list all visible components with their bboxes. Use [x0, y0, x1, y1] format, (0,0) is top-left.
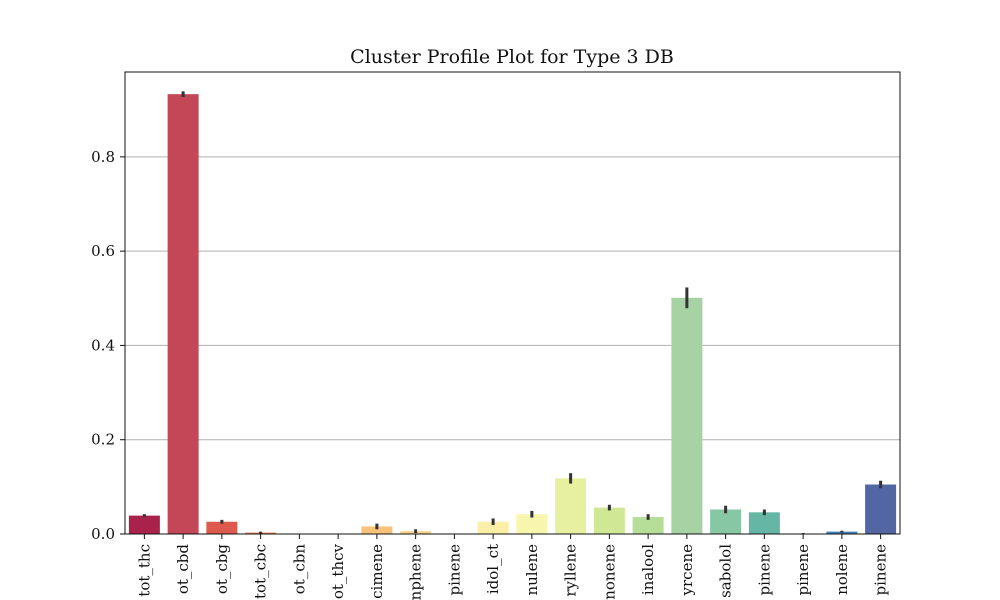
- x-tick-label: ryllene: [562, 544, 580, 597]
- x-tick-label: idol_ct: [484, 544, 502, 594]
- x-tick-label: nphene: [407, 544, 425, 600]
- y-axis-ticks: 0.0 0.2 0.4 0.6 0.8: [91, 148, 125, 543]
- x-tick-label: pinene: [794, 544, 812, 596]
- x-tick-label: tot_cbc: [252, 544, 270, 599]
- x-tick-label: pinene: [755, 544, 773, 596]
- y-tick-label: 0.0: [91, 525, 115, 543]
- x-tick-label: pinene: [445, 544, 463, 596]
- bar: [128, 515, 160, 534]
- y-tick-label: 0.8: [91, 148, 115, 166]
- x-tick-label: inalool: [639, 544, 657, 595]
- y-tick-label: 0.2: [91, 431, 115, 449]
- error-bars-group: [142, 91, 883, 534]
- bar: [710, 509, 742, 534]
- x-tick-label: ot_cbg: [213, 544, 231, 595]
- x-tick-label: yrcene: [678, 544, 696, 597]
- bar: [865, 484, 897, 534]
- x-axis-ticks: tot_thc ot_cbd ot_cbg tot_cbc ot_cbn ot_thcv c…: [135, 534, 890, 600]
- x-tick-label: cimene: [368, 544, 386, 599]
- bar: [748, 512, 780, 534]
- bar: [671, 297, 703, 534]
- x-tick-label: nonene: [600, 544, 618, 600]
- x-tick-label: ot_cbn: [290, 544, 308, 595]
- x-tick-label: sabolol: [717, 544, 735, 598]
- bar: [593, 507, 625, 534]
- bar: [516, 514, 548, 534]
- bar: [206, 521, 238, 534]
- x-tick-label: ot_cbd: [174, 544, 192, 595]
- bars-group: [128, 94, 897, 535]
- x-tick-label: ot_thcv: [329, 543, 347, 599]
- bar: [477, 521, 509, 534]
- bar: [361, 526, 393, 534]
- bar: [555, 478, 587, 534]
- x-tick-label: nolene: [833, 544, 851, 595]
- chart-title: Cluster Profile Plot for Type 3 DB: [350, 46, 674, 68]
- x-tick-label: nulene: [523, 544, 541, 596]
- gridlines: [125, 156, 900, 441]
- bar: [167, 94, 199, 535]
- bar: [826, 531, 858, 534]
- bar: [632, 517, 664, 534]
- y-tick-label: 0.4: [91, 336, 115, 354]
- x-tick-label: tot_thc: [135, 544, 153, 597]
- y-tick-label: 0.6: [91, 242, 115, 260]
- axes-frame: [124, 71, 901, 535]
- x-tick-label: pinene: [872, 544, 890, 596]
